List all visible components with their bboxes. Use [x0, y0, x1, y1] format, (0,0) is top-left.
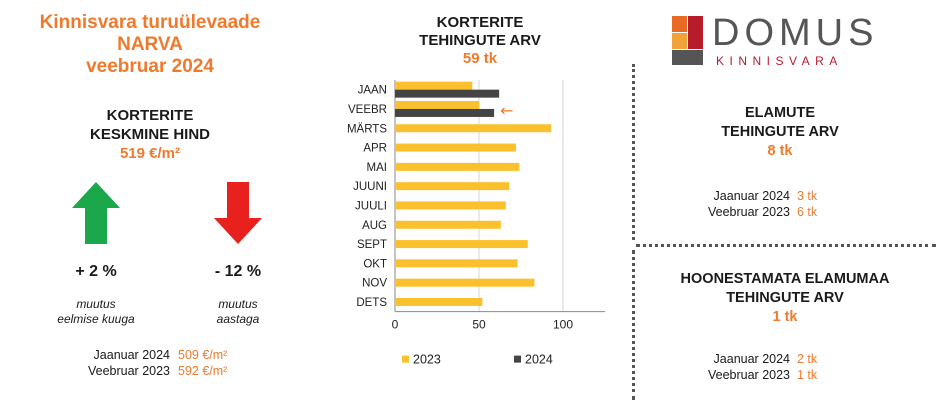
chart-heading-line1: KORTERITE [436, 14, 524, 31]
houses-value: 8 tk [767, 143, 793, 159]
category-label: JUUNI [353, 181, 387, 193]
category-label: JUULI [355, 200, 387, 212]
category-label: MÄRTS [347, 123, 387, 135]
avg-price-heading: KORTERITE KESKMINE HIND 519 €/m² [0, 106, 300, 163]
logo-wordmark: DOMUS [712, 12, 879, 54]
x-tick-label: 50 [472, 318, 486, 332]
bar-2024 [395, 89, 500, 98]
category-label: VEEBR [348, 104, 387, 116]
category-label: OKT [363, 258, 387, 270]
price-compare-values: 509 €/m² 592 €/m² [178, 347, 227, 379]
houses-compare-values: 3 tk 6 tk [797, 188, 817, 220]
category-label: DETS [356, 297, 387, 309]
yearly-change-value: - 12 % [214, 263, 262, 280]
report-title-period: veebruar 2024 [86, 56, 214, 77]
domus-logo: DOMUS KINNISVARA [672, 12, 912, 68]
x-tick-label: 100 [553, 318, 573, 332]
houses-heading-line1: ELAMUTE [744, 105, 816, 121]
bar-2023 [395, 143, 516, 152]
vertical-divider-bottom [632, 250, 635, 400]
land-compare2-label: Veebruar 2023 [707, 368, 790, 382]
price-compare2-label: Veebruar 2023 [87, 364, 170, 378]
yearly-note-line2: aastaga [216, 312, 260, 326]
bar-2023 [395, 124, 552, 133]
land-compare1-label: Jaanuar 2024 [713, 352, 790, 366]
bar-2023 [395, 100, 479, 109]
legend-swatch-2023 [402, 355, 409, 363]
monthly-note-line2: eelmise kuuga [57, 312, 135, 326]
price-compare1-value: 509 €/m² [178, 348, 228, 362]
houses-compare-labels: Jaanuar 2024 Veebruar 2023 [690, 188, 790, 220]
houses-compare1-label: Jaanuar 2024 [713, 189, 790, 203]
bar-2023 [395, 297, 483, 306]
monthly-note-line1: muutus [76, 297, 116, 311]
avg-price-heading-line1: KORTERITE [106, 107, 194, 124]
land-compare-values: 2 tk 1 tk [797, 351, 817, 383]
avg-price-heading-line2: KESKMINE HIND [89, 126, 210, 143]
bar-2023 [395, 182, 510, 191]
logo-square-orange [672, 16, 687, 32]
land-value: 1 tk [772, 309, 798, 325]
category-label: MAI [367, 162, 387, 174]
category-label: AUG [362, 220, 387, 232]
land-heading-line1: HOONESTAMATA ELAMUMAA [680, 271, 890, 287]
category-label: JAAN [358, 85, 387, 97]
bar-2023 [395, 259, 518, 268]
marker-arrow-icon: ← [500, 101, 513, 120]
price-compare2-value: 592 €/m² [178, 364, 228, 378]
report-title-city: NARVA [117, 34, 183, 55]
avg-price-value: 519 €/m² [119, 145, 181, 162]
price-compare-labels: Jaanuar 2024 Veebruar 2023 [20, 347, 170, 379]
land-heading-line2: TEHINGUTE ARV [726, 290, 844, 306]
houses-compare2-value: 6 tk [797, 205, 818, 219]
category-label: SEPT [357, 239, 387, 251]
land-compare-labels: Jaanuar 2024 Veebruar 2023 [690, 351, 790, 383]
arrow-down-icon [214, 182, 262, 244]
bar-2023 [395, 201, 506, 210]
bar-2023 [395, 162, 520, 171]
report-title-line1: Kinnisvara turuülevaade [39, 12, 261, 33]
houses-heading: ELAMUTE TEHINGUTE ARV 8 tk [680, 104, 880, 161]
monthly-change-value: + 2 % [75, 263, 117, 280]
houses-compare1-value: 3 tk [797, 189, 818, 203]
legend-label-2023: 2023 [413, 353, 441, 367]
logo-square-red [688, 16, 703, 49]
yearly-change-note: muutus aastaga [178, 297, 298, 327]
bar-2024 [395, 108, 495, 117]
houses-compare2-label: Veebruar 2023 [707, 205, 790, 219]
chart-heading: KORTERITE TEHINGUTE ARV 59 tk [380, 14, 580, 68]
bar-2023 [395, 81, 473, 90]
land-compare2-value: 1 tk [797, 368, 818, 382]
chart-heading-line2: TEHINGUTE ARV [419, 32, 541, 49]
land-heading: HOONESTAMATA ELAMUMAA TEHINGUTE ARV 1 tk [650, 270, 920, 327]
category-label: NOV [362, 278, 387, 290]
logo-square-gray [672, 50, 703, 65]
land-compare1-value: 2 tk [797, 352, 818, 366]
bar-2023 [395, 278, 535, 287]
report-title: Kinnisvara turuülevaade NARVA veebruar 2… [0, 12, 300, 78]
price-compare1-label: Jaanuar 2024 [93, 348, 170, 362]
logo-square-yellow [672, 33, 687, 49]
legend-label-2024: 2024 [525, 353, 553, 367]
x-tick-label: 0 [392, 318, 399, 332]
chart-heading-value: 59 tk [462, 50, 498, 67]
horizontal-divider [636, 244, 936, 247]
arrow-up-icon [72, 182, 120, 244]
bar-2023 [395, 240, 528, 249]
vertical-divider-top [632, 64, 635, 240]
legend-swatch-2024 [514, 355, 521, 363]
logo-tagline: KINNISVARA [716, 54, 843, 68]
yearly-note-line1: muutus [218, 297, 258, 311]
bar-2023 [395, 220, 501, 229]
category-label: APR [363, 143, 387, 155]
transactions-bar-chart: 0 50 100 JAAN VEEBR ← MÄRTS APR MAI JUUNI JUULI AUG… [347, 80, 605, 367]
houses-heading-line2: TEHINGUTE ARV [721, 124, 839, 140]
monthly-change-note: muutus eelmise kuuga [36, 297, 156, 327]
